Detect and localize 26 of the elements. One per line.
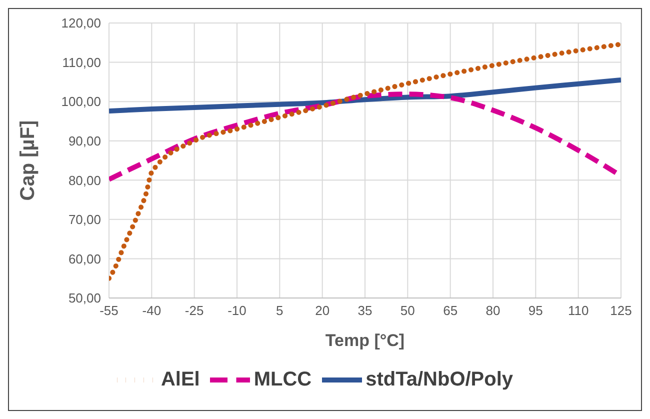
x-tick-label: 80 xyxy=(486,303,500,318)
legend-label: MLCC xyxy=(254,368,312,390)
x-tick-label: -10 xyxy=(228,303,246,318)
y-axis-title: Cap [µF] xyxy=(17,120,40,201)
y-tick-label: 120,00 xyxy=(61,16,101,31)
x-tick-label: -25 xyxy=(184,303,204,318)
legend-label: stdTa/NbO/Poly xyxy=(366,368,514,390)
x-tick-label: 20 xyxy=(315,303,330,318)
y-tick-label: 80,00 xyxy=(68,172,101,188)
x-tick-label: 95 xyxy=(528,303,543,318)
x-tick-label: -55 xyxy=(100,303,118,318)
x-tick-label: 110 xyxy=(568,303,589,318)
legend-label: AlEl xyxy=(160,368,200,390)
x-tick-label: 5 xyxy=(276,303,284,318)
x-tick-label: 50 xyxy=(400,303,415,318)
y-tick-label: 90,00 xyxy=(68,133,101,148)
x-tick-label: 65 xyxy=(443,303,458,318)
x-tick-label: 35 xyxy=(358,303,372,318)
x-tick-label: -40 xyxy=(142,303,162,318)
y-tick-label: 100,00 xyxy=(61,94,101,110)
y-tick-label: 50,00 xyxy=(68,290,101,306)
y-tick-label: 110,00 xyxy=(62,54,101,70)
x-tick-label: 125 xyxy=(610,303,632,318)
y-tick-label: 70,00 xyxy=(68,212,101,228)
y-tick-label: 60,00 xyxy=(68,251,101,266)
x-axis-title: Temp [°C] xyxy=(325,331,405,350)
